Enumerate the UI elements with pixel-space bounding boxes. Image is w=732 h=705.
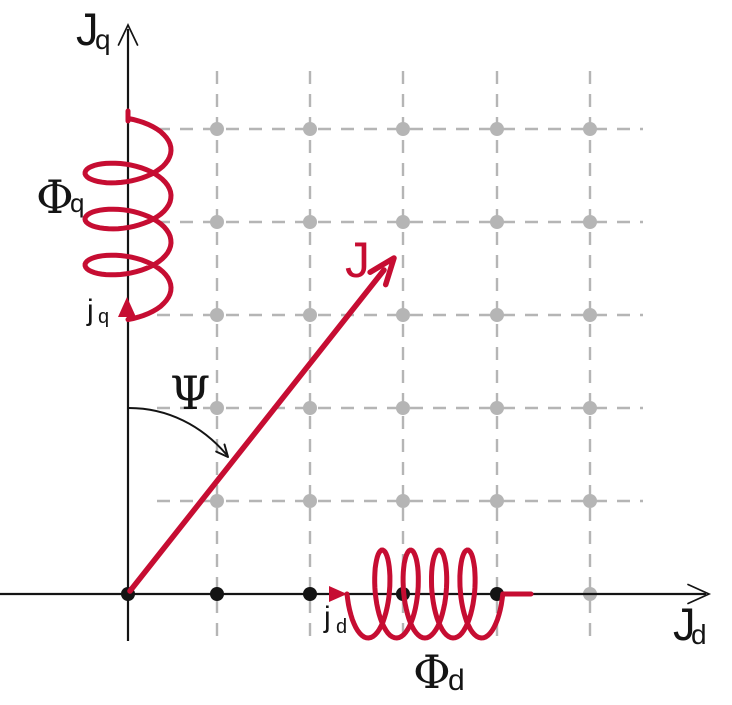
grid-dot xyxy=(583,308,597,322)
grid-dot xyxy=(210,308,224,322)
grid-dot xyxy=(490,308,504,322)
j-vector-line xyxy=(127,267,387,594)
d-axis-label-sub: d xyxy=(691,619,707,650)
grid-dot xyxy=(396,215,410,229)
q-flux-label: Φ xyxy=(36,170,74,224)
grid-dot xyxy=(396,401,410,415)
d-coil-winding xyxy=(344,547,506,641)
grid-dot xyxy=(490,494,504,508)
grid-dot xyxy=(210,215,224,229)
d-coil xyxy=(329,547,534,641)
q-coil xyxy=(82,108,174,322)
angle-arc-arrowhead-icon xyxy=(215,443,229,458)
d-flux-label-sub: d xyxy=(448,664,465,697)
labels: J q J d J Ψ Φ q j q Φ d j d xyxy=(36,4,707,699)
grid-dot xyxy=(303,494,317,508)
grid-dot xyxy=(303,401,317,415)
angle-arc xyxy=(128,407,229,458)
d-current-label-sub: d xyxy=(336,616,347,638)
q-coil-winding xyxy=(82,116,174,322)
q-axis-label: J xyxy=(76,4,99,55)
j-vector-arrowhead-icon xyxy=(367,255,397,288)
q-flux-label-sub: q xyxy=(70,188,84,218)
grid-dot xyxy=(583,215,597,229)
grid-dot xyxy=(210,494,224,508)
axes xyxy=(0,23,712,641)
axis-dot xyxy=(210,587,224,601)
vector-label: J xyxy=(345,232,370,288)
d-axis-label: J xyxy=(673,599,696,650)
j-vector xyxy=(127,255,397,594)
grid-dot xyxy=(583,494,597,508)
grid-dot xyxy=(303,308,317,322)
q-axis-label-sub: q xyxy=(95,24,111,55)
d-current-label: j xyxy=(323,601,331,634)
angle-label: Ψ xyxy=(170,366,210,420)
d-flux-label: Φ xyxy=(413,645,451,699)
grid-dot xyxy=(396,122,410,136)
grid-dot xyxy=(303,122,317,136)
d-current-arrowhead-icon xyxy=(329,586,347,602)
grid-dot xyxy=(210,122,224,136)
grid-dot xyxy=(490,215,504,229)
angle-arc-curve xyxy=(128,407,227,455)
axis-dot xyxy=(303,587,317,601)
grid-dot xyxy=(396,494,410,508)
q-current-arrowhead-icon xyxy=(118,297,136,317)
grid-dot xyxy=(210,401,224,415)
grid-dot xyxy=(396,308,410,322)
q-axis-arrowhead-icon xyxy=(117,23,139,46)
grid-dot xyxy=(303,215,317,229)
grid-dot xyxy=(583,122,597,136)
d-axis-arrowhead-icon xyxy=(687,583,712,605)
grid-dot xyxy=(583,401,597,415)
grid-dot xyxy=(490,401,504,415)
grid-lines xyxy=(157,71,643,641)
q-current-label-sub: q xyxy=(98,306,109,328)
q-current-label: j xyxy=(86,294,94,327)
grid-dot xyxy=(490,122,504,136)
grid-dots xyxy=(210,122,597,508)
